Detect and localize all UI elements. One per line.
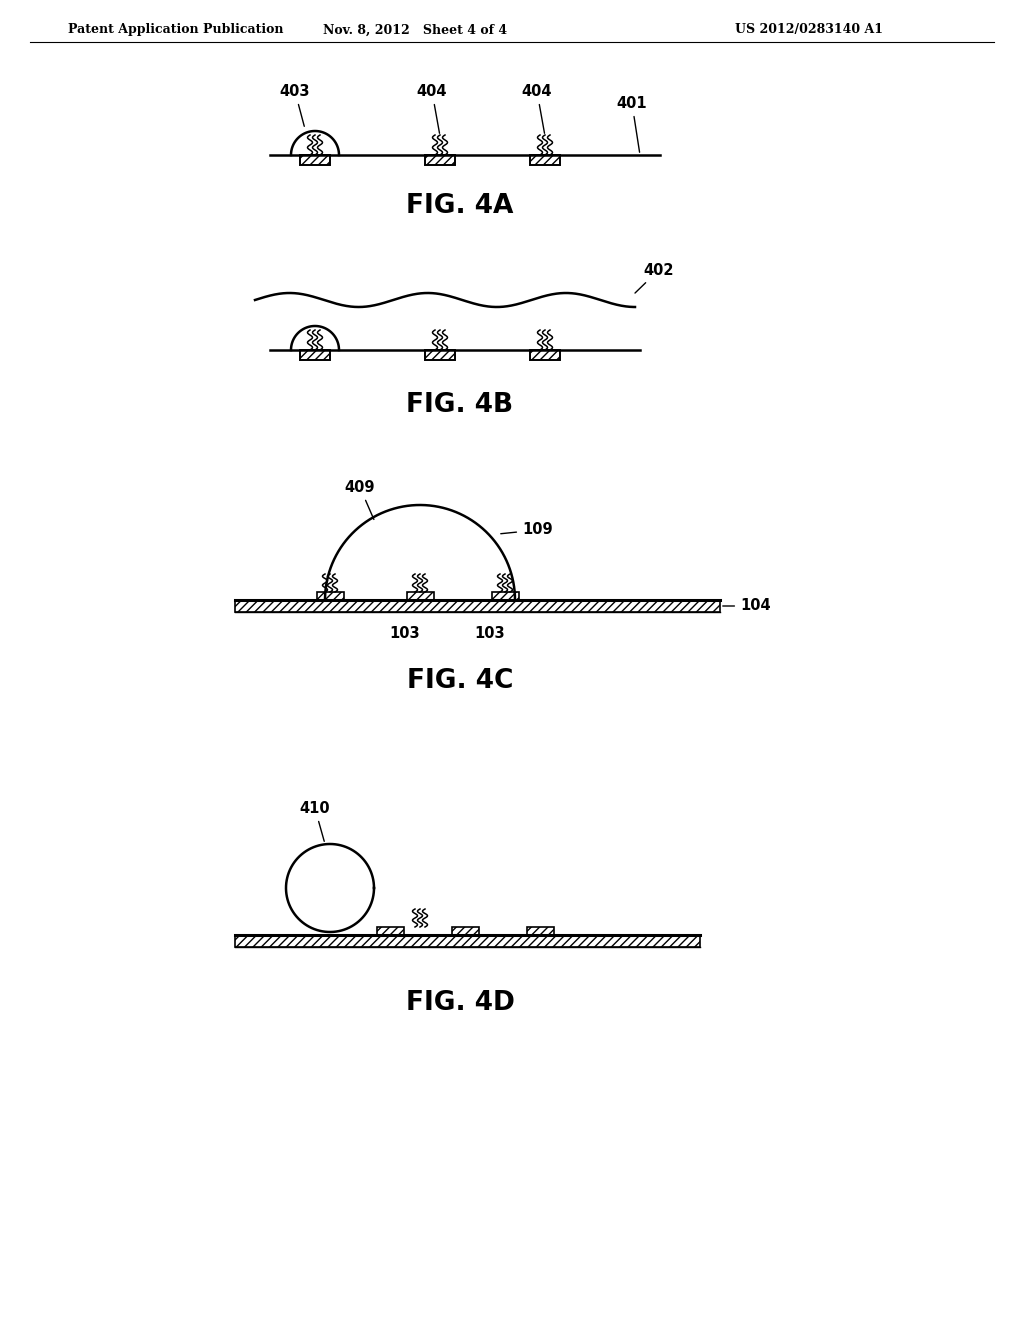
Text: FIG. 4A: FIG. 4A bbox=[407, 193, 514, 219]
Text: 402: 402 bbox=[635, 263, 674, 293]
Bar bbox=[526, 927, 554, 935]
Bar bbox=[530, 350, 560, 360]
Text: 103: 103 bbox=[475, 626, 505, 642]
Bar bbox=[407, 591, 433, 601]
Text: 104: 104 bbox=[723, 598, 771, 614]
Bar bbox=[452, 927, 478, 935]
Text: FIG. 4D: FIG. 4D bbox=[406, 990, 514, 1016]
Text: US 2012/0283140 A1: US 2012/0283140 A1 bbox=[735, 24, 883, 37]
Text: 401: 401 bbox=[616, 96, 647, 152]
Text: 109: 109 bbox=[501, 523, 553, 537]
Bar bbox=[377, 927, 403, 935]
Text: FIG. 4B: FIG. 4B bbox=[407, 392, 514, 418]
Bar bbox=[300, 350, 330, 360]
Bar bbox=[492, 591, 518, 601]
Text: Nov. 8, 2012   Sheet 4 of 4: Nov. 8, 2012 Sheet 4 of 4 bbox=[323, 24, 507, 37]
Bar bbox=[425, 154, 455, 165]
Text: 103: 103 bbox=[390, 626, 420, 642]
Text: 409: 409 bbox=[345, 480, 375, 520]
Text: 410: 410 bbox=[300, 801, 331, 841]
Text: Patent Application Publication: Patent Application Publication bbox=[68, 24, 284, 37]
Text: 404: 404 bbox=[417, 84, 447, 133]
Text: FIG. 4C: FIG. 4C bbox=[407, 668, 513, 694]
Bar bbox=[530, 154, 560, 165]
Bar bbox=[234, 601, 720, 612]
Bar bbox=[300, 154, 330, 165]
Bar bbox=[316, 591, 343, 601]
Text: 404: 404 bbox=[522, 84, 552, 133]
Text: 403: 403 bbox=[280, 84, 310, 127]
Bar bbox=[425, 350, 455, 360]
Bar bbox=[234, 935, 700, 946]
